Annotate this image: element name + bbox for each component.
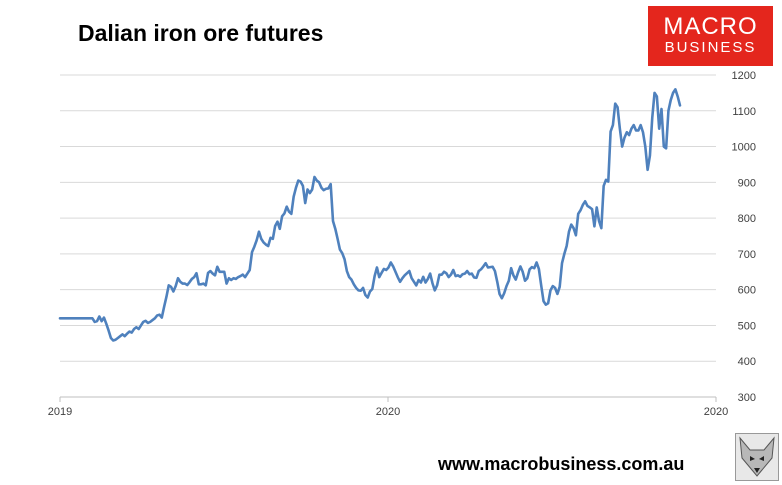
gridlines [60,74,716,362]
y-tick-label: 600 [738,285,756,297]
y-tick-label: 800 [738,213,756,225]
y-axis-ticks: 300 400 500 600 700 800 900 1000 1100 1200 [732,70,756,404]
y-tick-label: 500 [738,320,756,332]
series-line [58,88,682,342]
macrobusiness-logo: MACRO BUSINESS [648,6,773,66]
y-tick-label: 400 [738,356,756,368]
x-tick-label: 2020 [704,406,728,418]
logo-line-2: BUSINESS [664,39,757,56]
fox-logo-icon [735,433,779,481]
x-tick-label: 2020 [376,406,400,418]
x-tick-label: 2019 [48,406,72,418]
x-axis-ticks: 2019 2020 2020 [48,397,728,418]
y-tick-label: 1100 [732,106,756,118]
footer-url: www.macrobusiness.com.au [438,454,685,474]
y-tick-label: 900 [738,177,756,189]
chart-title: Dalian iron ore futures [78,20,324,46]
y-tick-label: 700 [738,249,756,261]
logo-line-1: MACRO [663,13,758,40]
y-tick-label: 300 [738,392,756,404]
y-tick-label: 1000 [732,142,756,154]
y-tick-label: 1200 [732,70,756,82]
